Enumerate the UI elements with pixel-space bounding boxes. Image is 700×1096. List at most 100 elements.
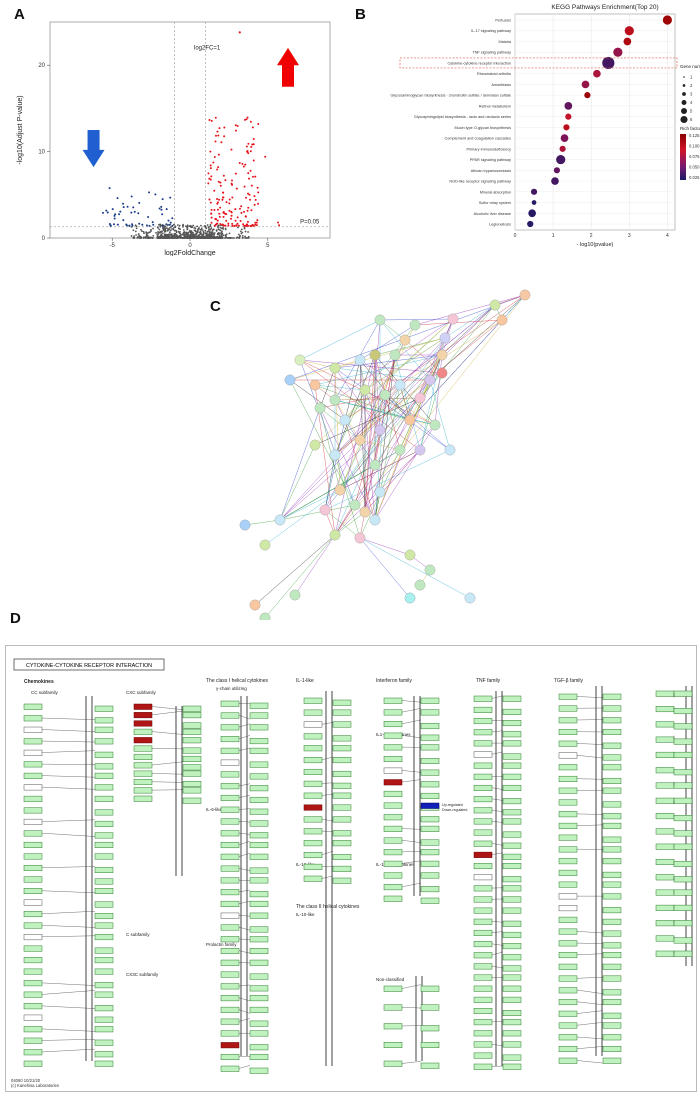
- ppi-node: [275, 515, 285, 525]
- kegg-interaction-arrow: [42, 1006, 95, 1009]
- down-point: [146, 224, 148, 226]
- kegg-gene-box: [304, 698, 322, 704]
- kegg-receptor-box: [674, 783, 692, 789]
- down-point: [122, 219, 124, 221]
- kegg-receptor-box: [503, 975, 521, 981]
- bubble-point: [556, 155, 565, 164]
- down-point: [169, 197, 171, 199]
- legend-size-label: 3: [690, 92, 693, 97]
- ppi-node: [355, 435, 365, 445]
- up-point: [228, 210, 230, 212]
- down-point: [127, 206, 129, 208]
- down-point: [112, 208, 114, 210]
- ppi-edge: [325, 455, 335, 510]
- bubble-point: [561, 134, 569, 142]
- kegg-group-label: Non-classified: [376, 977, 405, 982]
- category-label: Pertussis: [495, 19, 511, 23]
- down-point: [138, 202, 140, 204]
- kegg-gene-box: [24, 1049, 42, 1055]
- kegg-receptor-box: [503, 741, 521, 747]
- kegg-gene-box: [384, 768, 402, 774]
- kegg-interaction-arrow: [577, 814, 603, 815]
- fc-annotation: log2FC=1: [194, 46, 221, 52]
- down-point: [137, 212, 139, 214]
- legend-size-label: 4: [690, 100, 693, 105]
- ns-point: [196, 225, 198, 227]
- x-tick-label: -5: [110, 243, 116, 249]
- ns-point: [217, 227, 219, 229]
- kegg-receptor-box: [250, 868, 268, 874]
- ns-point: [182, 226, 184, 228]
- kegg-receptor-box: [603, 943, 621, 949]
- ns-point: [143, 232, 145, 234]
- x-tick-label: 0: [514, 233, 517, 239]
- up-point: [240, 212, 242, 214]
- kegg-interaction-arrow: [152, 762, 183, 765]
- kegg-receptor-box: [503, 1064, 521, 1070]
- kegg-gene-box: [134, 788, 152, 794]
- kegg-gene-box: [221, 1066, 239, 1072]
- up-point: [247, 172, 249, 174]
- ppi-node: [415, 393, 425, 403]
- kegg-receptor-box: [603, 729, 621, 735]
- ppi-node: [355, 533, 365, 543]
- ns-point: [210, 234, 212, 236]
- down-point: [117, 197, 119, 199]
- kegg-gene-box: [24, 934, 42, 940]
- category-label: IL-17 signaling pathway: [471, 29, 511, 33]
- kegg-receptor-box: [95, 752, 113, 758]
- kegg-gene-box: [304, 722, 322, 728]
- kegg-gene-box: [221, 736, 239, 742]
- up-point: [217, 209, 219, 211]
- up-point: [253, 160, 255, 162]
- kegg-gene-box: [384, 1024, 402, 1030]
- kegg-receptor-box: [333, 771, 351, 777]
- kegg-receptor-box: [503, 731, 521, 737]
- category-label: Amoebiasis: [491, 83, 511, 87]
- down-point: [102, 212, 104, 214]
- ns-point: [156, 234, 158, 236]
- kegg-gene-box: [24, 842, 42, 848]
- ns-point: [215, 236, 217, 238]
- kegg-interaction-arrow: [577, 931, 603, 933]
- kegg-gene-box: [304, 781, 322, 787]
- kegg-receptor-box: [503, 921, 521, 927]
- kegg-receptor-box: [421, 1026, 439, 1032]
- ns-point: [192, 236, 194, 238]
- kegg-receptor-box: [250, 797, 268, 803]
- kegg-group-label: TGF-β family: [554, 678, 583, 684]
- up-point: [247, 143, 249, 145]
- kegg-gene-box: [24, 980, 42, 986]
- ns-point: [193, 233, 195, 235]
- kegg-gene-box: [221, 713, 239, 719]
- kegg-receptor-box: [250, 936, 268, 942]
- bubble-point: [602, 57, 614, 69]
- kegg-interaction-arrow: [322, 819, 333, 821]
- kegg-receptor-box: [603, 931, 621, 937]
- kegg-interaction-arrow: [402, 829, 421, 830]
- kegg-receptor-box: [250, 748, 268, 754]
- ns-point: [158, 229, 160, 231]
- kegg-receptor-box: [250, 713, 268, 719]
- down-point: [109, 187, 111, 189]
- ppi-edge: [300, 360, 355, 505]
- kegg-gene-box: [384, 1042, 402, 1048]
- ns-point: [179, 225, 181, 227]
- ppi-node: [465, 593, 475, 603]
- kegg-receptor-box: [503, 785, 521, 791]
- kegg-gene-box: [474, 852, 492, 858]
- kegg-gene-box: [474, 975, 492, 981]
- kegg-receptor-box: [250, 1068, 268, 1074]
- kegg-receptor-box: [333, 745, 351, 751]
- kegg-gene-box: [24, 865, 42, 871]
- kegg-receptor-box: [421, 1042, 439, 1048]
- ns-point: [173, 235, 175, 237]
- kegg-receptor-box: [503, 754, 521, 760]
- kegg-receptor-box: [250, 960, 268, 966]
- kegg-gene-box: [559, 835, 577, 841]
- kegg-gene-box: [304, 769, 322, 775]
- kegg-gene-box: [384, 756, 402, 762]
- kegg-receptor-box: [674, 831, 692, 837]
- kegg-gene-box: [24, 796, 42, 802]
- kegg-group-label: CX3C subfamily: [126, 972, 159, 977]
